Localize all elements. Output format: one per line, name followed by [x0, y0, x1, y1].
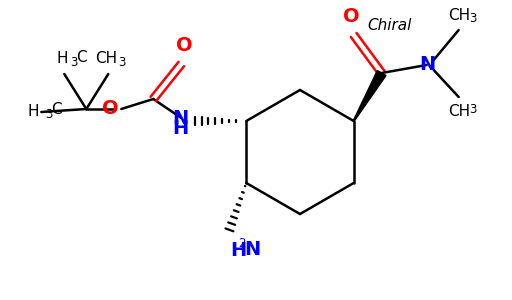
Text: Chiral: Chiral: [368, 18, 412, 33]
Text: O: O: [102, 98, 118, 118]
Text: 3: 3: [468, 12, 476, 25]
Text: 3: 3: [118, 56, 125, 69]
Text: 3: 3: [70, 56, 78, 69]
Text: CH: CH: [447, 104, 470, 119]
Text: H: H: [28, 103, 39, 118]
Text: 3: 3: [468, 103, 476, 116]
Text: CH: CH: [95, 51, 117, 66]
Text: 2: 2: [238, 237, 246, 250]
Text: H: H: [172, 119, 188, 139]
Text: O: O: [176, 36, 193, 55]
Polygon shape: [353, 70, 386, 121]
Text: H: H: [56, 51, 68, 66]
Text: N: N: [419, 55, 436, 74]
Text: O: O: [344, 7, 360, 26]
Text: 3: 3: [45, 109, 53, 122]
Text: C: C: [76, 50, 87, 65]
Text: H: H: [230, 241, 247, 260]
Text: N: N: [244, 240, 261, 259]
Text: C: C: [51, 103, 62, 118]
Text: CH: CH: [447, 8, 470, 23]
Text: N: N: [172, 110, 188, 128]
